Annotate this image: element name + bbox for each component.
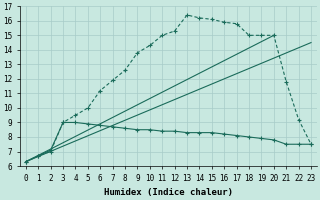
X-axis label: Humidex (Indice chaleur): Humidex (Indice chaleur)	[104, 188, 233, 197]
